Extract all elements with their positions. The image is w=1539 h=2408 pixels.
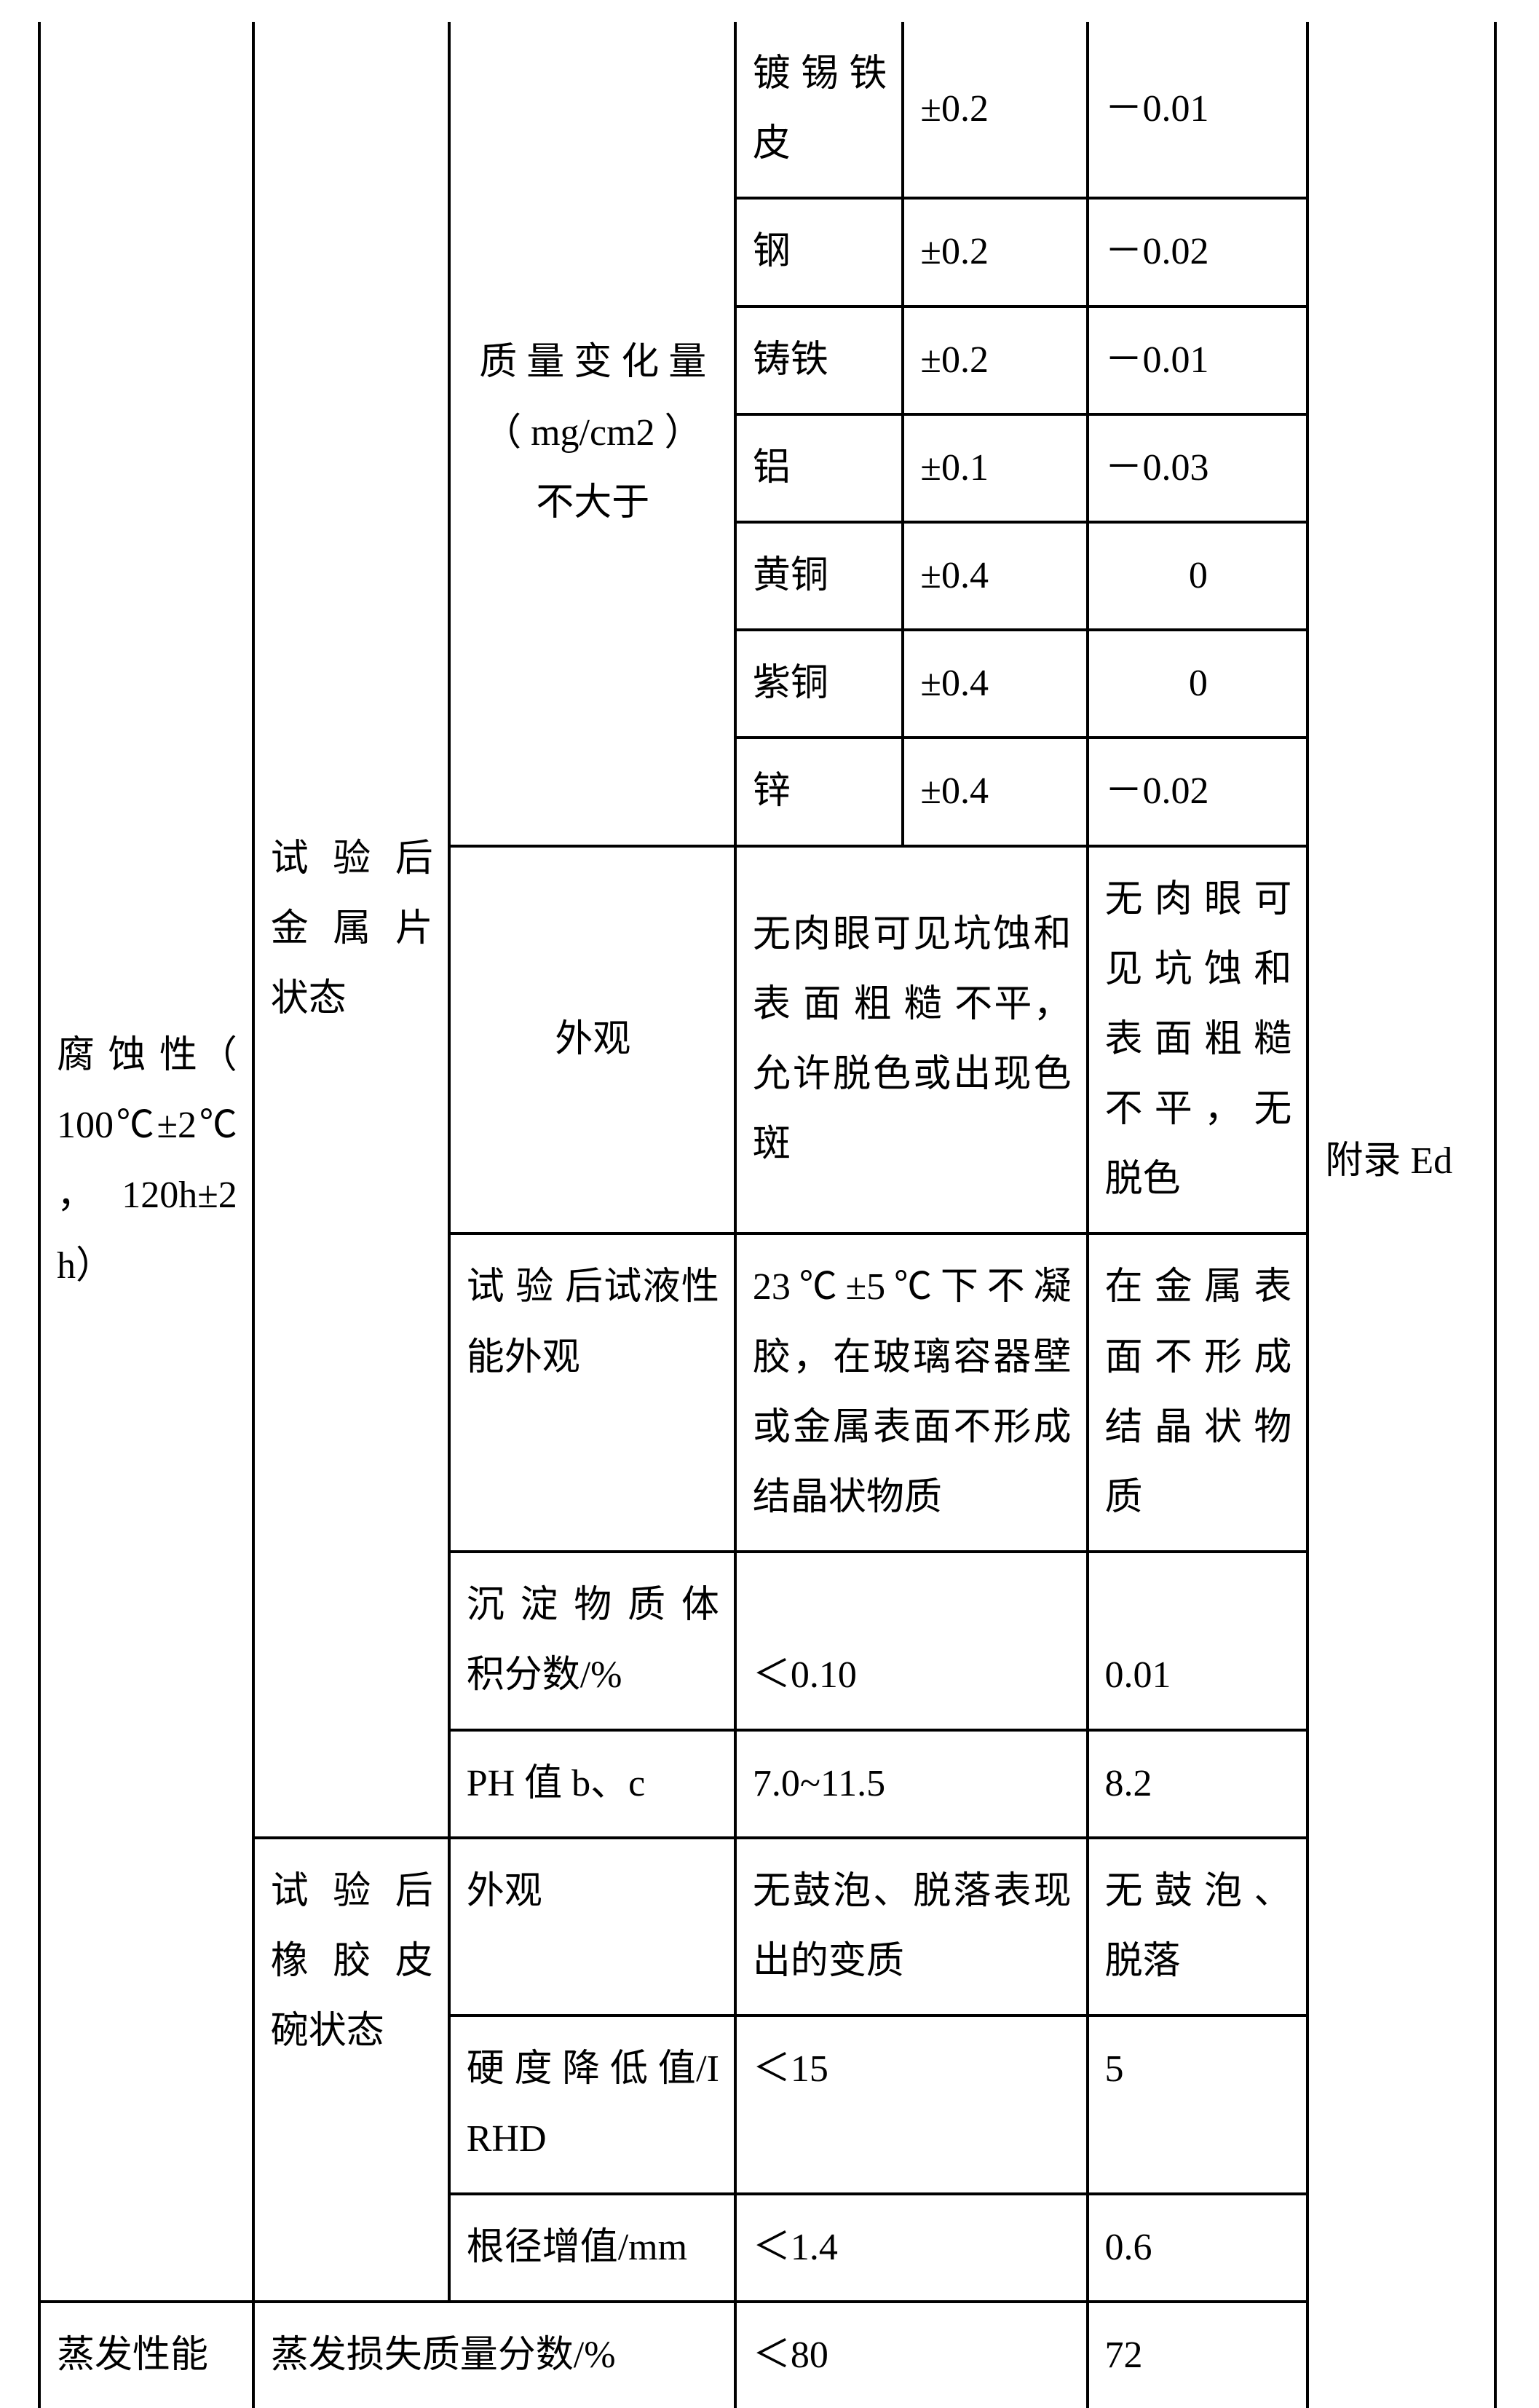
metal-name: 铸铁	[735, 307, 903, 414]
appearance-result: 无肉眼可见坑蚀和表 面 粗 糙不平，无脱色	[1088, 846, 1308, 1234]
sediment-spec: ＜0.10	[735, 1552, 1088, 1729]
root-diameter-spec: ＜1.4	[735, 2194, 1088, 2302]
metal-result: －0.01	[1088, 22, 1308, 198]
evaporation-spec: ＜80	[735, 2302, 1088, 2408]
rubber-appearance-spec: 无鼓泡、脱落表现出的变质	[735, 1838, 1088, 2016]
root-diameter-result: 0.6	[1088, 2194, 1308, 2302]
metal-name: 钢	[735, 198, 903, 306]
rubber-appearance-label: 外观	[449, 1838, 735, 2016]
hardness-spec: ＜15	[735, 2016, 1088, 2193]
mass-change-label: 质 量 变 化 量（ mg/cm2 ）不大于	[449, 22, 735, 846]
metal-limit: ±0.4	[903, 630, 1087, 738]
liquid-after-spec: 23℃±5℃下不凝胶，在玻璃容器壁或金属表面不形成结晶状物质	[735, 1233, 1088, 1552]
table-row: 蒸发性能 蒸发损失质量分数/% ＜80 72	[39, 2302, 1495, 2408]
metal-limit: ±0.4	[903, 522, 1087, 630]
metal-result: －0.02	[1088, 198, 1308, 306]
appearance-spec: 无肉眼可见坑蚀和 表 面 粗 糙 不平，允许脱色或出现色斑	[735, 846, 1088, 1234]
metal-limit: ±0.2	[903, 22, 1087, 198]
metal-state-label: 试 验 后金 属 片状态	[253, 22, 449, 1838]
specification-table: 腐 蚀 性（ 100℃±2℃ ，120h±2h） 试 验 后金 属 片状态 质 …	[38, 22, 1497, 2408]
metal-limit: ±0.4	[903, 738, 1087, 845]
evaporation-section-label: 蒸发性能	[39, 2302, 253, 2408]
rubber-appearance-result: 无鼓泡、脱落	[1088, 1838, 1308, 2016]
root-diameter-label: 根径增值/mm	[449, 2194, 735, 2302]
sediment-result: 0.01	[1088, 1552, 1308, 1729]
ph-spec: 7.0~11.5	[735, 1730, 1088, 1838]
appendix-cell: 附录 Ed	[1307, 22, 1495, 2302]
metal-name: 铝	[735, 414, 903, 522]
ph-label: PH 值 b、c	[449, 1730, 735, 1838]
hardness-label: 硬 度 降 低 值/IRHD	[449, 2016, 735, 2193]
metal-result: －0.01	[1088, 307, 1308, 414]
metal-limit: ±0.2	[903, 198, 1087, 306]
appearance-label: 外观	[449, 846, 735, 1234]
table-row: 试 验 后橡 胶 皮碗状态 外观 无鼓泡、脱落表现出的变质 无鼓泡、脱落	[39, 1838, 1495, 2016]
liquid-after-result: 在金属表面 不 形 成结晶状物质	[1088, 1233, 1308, 1552]
sediment-label: 沉 淀 物 质 体积分数/%	[449, 1552, 735, 1729]
liquid-after-label: 试 验 后试液性能外观	[449, 1233, 735, 1552]
evaporation-result: 72	[1088, 2302, 1308, 2408]
page-container: 腐 蚀 性（ 100℃±2℃ ，120h±2h） 试 验 后金 属 片状态 质 …	[0, 0, 1539, 2187]
metal-name: 锌	[735, 738, 903, 845]
evaporation-appendix-empty	[1307, 2302, 1495, 2408]
metal-result: 0	[1088, 522, 1308, 630]
metal-limit: ±0.1	[903, 414, 1087, 522]
metal-name: 紫铜	[735, 630, 903, 738]
hardness-result: 5	[1088, 2016, 1308, 2193]
rubber-state-label: 试 验 后橡 胶 皮碗状态	[253, 1838, 449, 2302]
metal-limit: ±0.2	[903, 307, 1087, 414]
metal-name: 黄铜	[735, 522, 903, 630]
table-row: 腐 蚀 性（ 100℃±2℃ ，120h±2h） 试 验 后金 属 片状态 质 …	[39, 22, 1495, 198]
evaporation-row-label: 蒸发损失质量分数/%	[253, 2302, 735, 2408]
ph-result: 8.2	[1088, 1730, 1308, 1838]
metal-name: 镀锡铁皮	[735, 22, 903, 198]
metal-result: 0	[1088, 630, 1308, 738]
metal-result: －0.03	[1088, 414, 1308, 522]
metal-result: －0.02	[1088, 738, 1308, 845]
corrosion-section-label: 腐 蚀 性（ 100℃±2℃ ，120h±2h）	[39, 22, 253, 2302]
